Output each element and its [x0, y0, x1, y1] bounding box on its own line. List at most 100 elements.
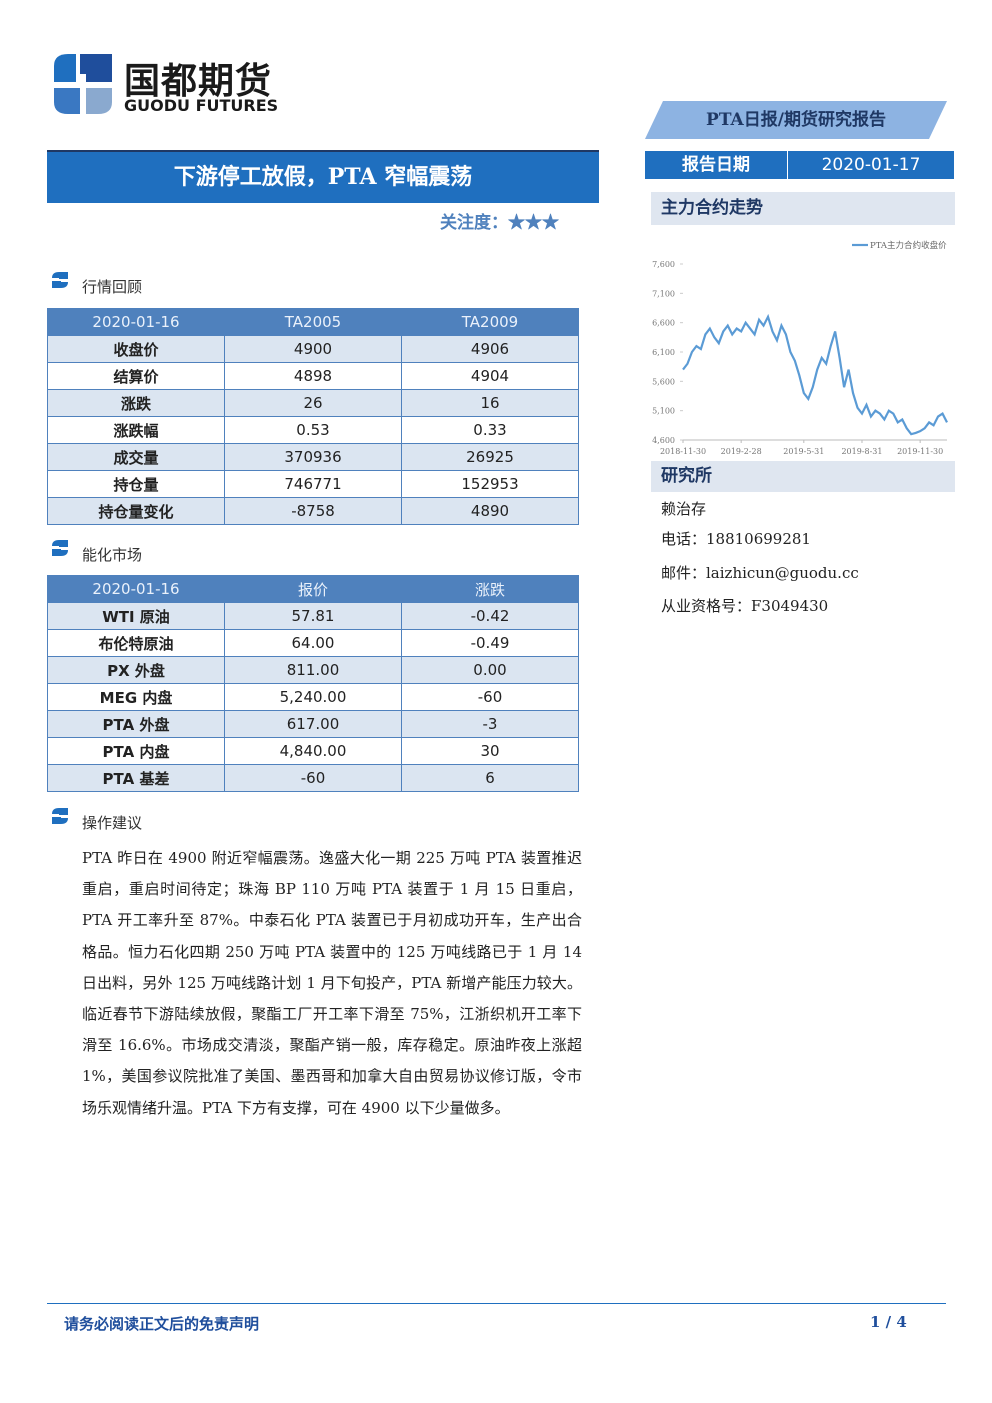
footer-rule	[47, 1303, 946, 1304]
table-cell: 30	[401, 737, 579, 765]
table-row: 持仓量 746771 152953	[47, 470, 579, 498]
table-cell: -3	[401, 710, 579, 738]
date-divider	[787, 151, 788, 179]
table-row: 成交量 370936 26925	[47, 443, 579, 471]
chart: 4,600 5,100 5,600 6,100 6,600 7,100 7,600 2018-…	[652, 240, 948, 456]
header-cell: TA2009	[401, 308, 579, 336]
table-cell: 4890	[401, 497, 579, 525]
x-tick-label: 2019-8-31	[841, 447, 882, 456]
advice-text: PTA 昨日在 4900 附近窄幅震荡。逸盛大化一期 225 万吨 PTA 装置…	[82, 849, 582, 1117]
header-cell: 报价	[224, 575, 402, 603]
x-tick-label: 2019-5-31	[783, 447, 824, 456]
section-heading: 行情回顾	[82, 278, 143, 296]
attention-label: 关注度：	[440, 213, 508, 233]
table-header-row: 2020-01-16 报价 涨跌	[47, 575, 579, 603]
table-row: PTA 内盘 4,840.00 30	[47, 737, 579, 765]
table-cell: -60	[401, 683, 579, 711]
table-cell: 结算价	[47, 362, 225, 390]
table-cell: 57.81	[224, 602, 402, 630]
y-tick-label: 7,600	[652, 260, 675, 269]
energy-table: 2020-01-16 报价 涨跌 WTI 原油 57.81 -0.42 布伦特原油 64.00…	[47, 575, 579, 792]
table-row: 布伦特原油 64.00 -0.49	[47, 629, 579, 657]
table-cell: -8758	[224, 497, 402, 525]
table-row: WTI 原油 57.81 -0.42	[47, 602, 579, 630]
table-cell: 4,840.00	[224, 737, 402, 765]
table-cell: 持仓量	[47, 470, 225, 498]
table-header-row: 2020-01-16 TA2005 TA2009	[47, 308, 579, 336]
logo-cn: 国都期货	[124, 61, 273, 102]
table-cell: WTI 原油	[47, 602, 225, 630]
phone: 电话：18810699281	[661, 530, 811, 548]
table-cell: PTA 外盘	[47, 710, 225, 738]
table-cell: 26925	[401, 443, 579, 471]
section-icon	[52, 808, 68, 824]
table-cell: PX 外盘	[47, 656, 225, 684]
table-cell: 617.00	[224, 710, 402, 738]
header-cell: 涨跌	[401, 575, 579, 603]
table-cell: 收盘价	[47, 335, 225, 363]
table-row: MEG 内盘 5,240.00 -60	[47, 683, 579, 711]
table-row: PTA 外盘 617.00 -3	[47, 710, 579, 738]
market-table: 2020-01-16 TA2005 TA2009 收盘价 4900 4906 结算价 4898…	[47, 308, 579, 525]
analyst: 赖治存	[661, 500, 707, 518]
y-tick-label: 6,100	[652, 348, 675, 357]
table-cell: 涨跌	[47, 389, 225, 417]
table-row: 涨跌 26 16	[47, 389, 579, 417]
report-type-banner	[645, 101, 947, 139]
license: 从业资格号：F3049430	[661, 597, 829, 615]
report-title: 下游停工放假，PTA 窄幅震荡	[47, 152, 599, 203]
table-cell: 16	[401, 389, 579, 417]
table-cell: MEG 内盘	[47, 683, 225, 711]
table-cell: 811.00	[224, 656, 402, 684]
logo-en: GUODU FUTURES	[124, 96, 279, 115]
table-cell: -0.42	[401, 602, 579, 630]
table-row: 涨跌幅 0.53 0.33	[47, 416, 579, 444]
table-cell: PTA 基差	[47, 764, 225, 792]
table-cell: PTA 内盘	[47, 737, 225, 765]
table-cell: 746771	[224, 470, 402, 498]
attention: 关注度：★★★	[440, 208, 559, 233]
table-row: 结算价 4898 4904	[47, 362, 579, 390]
y-tick-label: 5,600	[652, 377, 675, 386]
table-cell: 0.00	[401, 656, 579, 684]
report-date: 2020-01-17	[821, 155, 921, 175]
table-cell: 4904	[401, 362, 579, 390]
attention-stars: ★★★	[508, 213, 559, 233]
header-cell: 2020-01-16	[47, 575, 225, 603]
page-number: 1 / 4	[870, 1313, 907, 1331]
table-cell: 152953	[401, 470, 579, 498]
x-tick-label: 2018-11-30	[660, 447, 706, 456]
table-row: PTA 基差 -60 6	[47, 764, 579, 792]
date-bar	[645, 151, 954, 179]
email: 邮件：laizhicun@guodu.cc	[661, 564, 859, 582]
y-tick-label: 5,100	[652, 407, 675, 416]
table-cell: 持仓量变化	[47, 497, 225, 525]
table-cell: 4900	[224, 335, 402, 363]
table-cell: -0.49	[401, 629, 579, 657]
report-type: PTA日报/期货研究报告	[706, 110, 886, 130]
section-heading: 能化市场	[82, 546, 143, 564]
legend-label: PTA主力合约收盘价	[870, 240, 947, 251]
y-tick-label: 6,600	[652, 319, 675, 328]
logo-mark	[54, 54, 112, 114]
table-cell: 6	[401, 764, 579, 792]
table-cell: 64.00	[224, 629, 402, 657]
disclaimer: 请务必阅读正文后的免责声明	[64, 1315, 260, 1333]
x-tick-label: 2019-11-30	[897, 447, 943, 456]
table-row: 持仓量变化 -8758 4890	[47, 497, 579, 525]
header-cell: 2020-01-16	[47, 308, 225, 336]
table-cell: 4898	[224, 362, 402, 390]
date-label: 报告日期	[682, 155, 750, 175]
table-cell: 4906	[401, 335, 579, 363]
research-heading: 研究所	[651, 461, 955, 492]
section-heading: 操作建议	[82, 814, 143, 832]
table-cell: 5,240.00	[224, 683, 402, 711]
table-cell: -60	[224, 764, 402, 792]
chart-heading: 主力合约走势	[651, 192, 955, 225]
y-tick-label: 7,100	[652, 289, 675, 298]
series-line	[682, 313, 948, 436]
section-icon	[52, 272, 68, 288]
table-cell: 0.53	[224, 416, 402, 444]
table-cell: 布伦特原油	[47, 629, 225, 657]
